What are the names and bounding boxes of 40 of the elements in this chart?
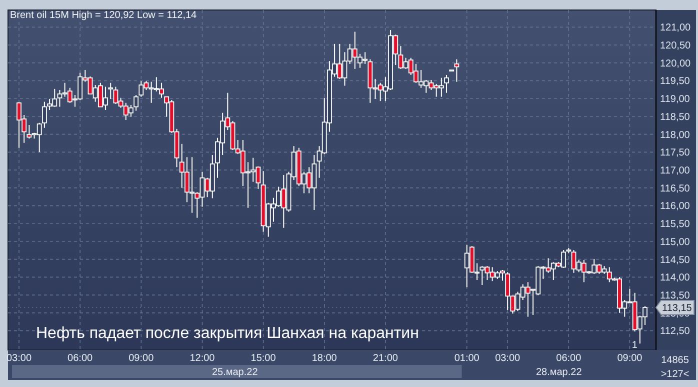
y-tick-label: 118,50 — [660, 112, 690, 123]
x-tick-label: 12:00 — [190, 353, 216, 364]
text: >127< — [660, 369, 690, 380]
y-tick-label: 120,00 — [660, 58, 692, 70]
candlestick — [108, 82, 114, 100]
text: 14865 — [661, 355, 690, 366]
y-tick-label: 118,00 — [660, 130, 690, 141]
y-tick-label: 115,50 — [660, 219, 690, 230]
annotation: 1 — [632, 340, 638, 351]
x-tick-label: 06:00 — [68, 353, 94, 364]
candlestick — [134, 94, 139, 112]
y-tick-label: 114,50 — [660, 254, 690, 266]
y-tick-label: 120,50 — [660, 40, 692, 52]
y-tick-label: 115,00 — [660, 236, 690, 248]
y-tick-label: 119,50 — [660, 76, 690, 88]
y-tick-label: 116,00 — [660, 201, 690, 212]
x-tick-label: 03:00 — [495, 353, 521, 364]
y-tick-label: 116,50 — [660, 183, 690, 194]
x-tick-label: 09:00 — [617, 353, 643, 364]
candlestick — [454, 58, 460, 82]
y-tick-label: 112,50 — [660, 326, 690, 338]
chart-title: Brent oil 15M High = 120,92 Low = 112,14 — [10, 10, 198, 21]
candlestick — [444, 74, 449, 94]
x-tick-label: 18:00 — [312, 353, 338, 364]
x-tick-label: 09:00 — [128, 353, 154, 364]
x-tick-label: 15:00 — [250, 353, 276, 364]
x-tick-label: 21:00 — [372, 353, 398, 364]
text: 28.мар.22 — [536, 367, 582, 378]
x-tick-label: 01:00 — [454, 353, 480, 364]
y-tick-label: 113,50 — [660, 290, 690, 302]
y-tick-label: 121,00 — [660, 22, 692, 34]
ref-line-label: 113,15 — [662, 303, 692, 314]
y-tick-label: 117,00 — [660, 166, 690, 176]
text: 25.мар.22 — [212, 367, 258, 378]
y-tick-label: 119,00 — [660, 94, 690, 106]
x-tick-label: 06:00 — [556, 353, 582, 364]
y-tick-label: 114,00 — [660, 272, 690, 284]
candlestick — [42, 101, 47, 128]
y-tick-label: 117,50 — [660, 148, 690, 159]
annotation: Нефть падает после закрытия Шанхая на карантин — [36, 325, 419, 342]
